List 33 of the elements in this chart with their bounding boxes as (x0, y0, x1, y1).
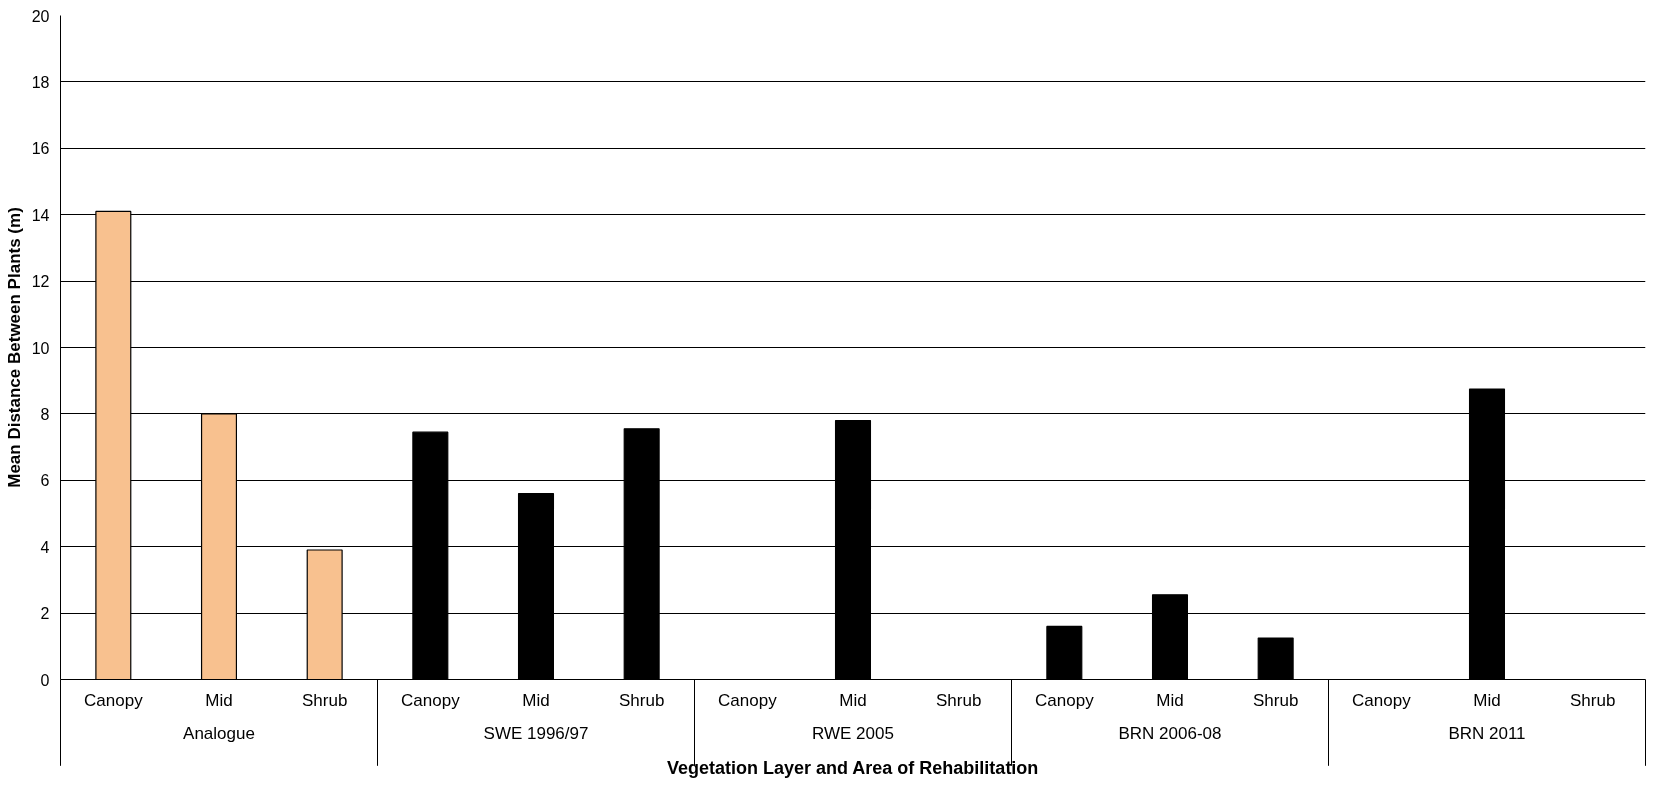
x-tick-label: Shrub (1569, 690, 1616, 710)
x-tick-label: Shrub (301, 690, 348, 710)
x-tick-label: Mid (1156, 690, 1184, 710)
y-tick-label: 20 (31, 7, 50, 25)
y-tick-label: 14 (31, 206, 50, 224)
y-tick-label: 0 (40, 671, 50, 689)
x-tick-label: Canopy (84, 690, 144, 710)
x-tick-label: Canopy (718, 690, 778, 710)
text: BRN 2006-08 (1118, 723, 1222, 743)
y-tick-label: 8 (40, 405, 50, 423)
y-tick-label: 2 (40, 605, 50, 623)
text: SWE 1996/97 (483, 723, 589, 743)
x-tick-label: Mid (1473, 690, 1501, 710)
y-tick-label: 4 (40, 538, 50, 556)
x-axis-title: Vegetation Layer and Area of Rehabilitation (666, 757, 1039, 778)
y-tick-label: 12 (31, 273, 50, 291)
y-axis-title: Mean Distance Between Plants (m) (4, 207, 24, 488)
x-tick-label: Mid (205, 690, 233, 710)
x-tick-label: Canopy (1352, 690, 1412, 710)
x-tick-label: Shrub (618, 690, 665, 710)
y-tick-label: 18 (31, 73, 50, 91)
x-tick-label: Mid (839, 690, 867, 710)
y-tick-label: 16 (31, 140, 50, 158)
x-tick-label: Shrub (935, 690, 982, 710)
x-tick-label: Mid (522, 690, 550, 710)
text: Analogue (183, 723, 255, 743)
y-tick-label: 6 (40, 472, 50, 490)
x-tick-label: Canopy (401, 690, 461, 710)
text: RWE 2005 (812, 723, 894, 743)
x-tick-label: Canopy (1035, 690, 1095, 710)
y-tick-label: 10 (31, 339, 50, 357)
x-tick-label: Shrub (1252, 690, 1299, 710)
text: BRN 2011 (1448, 723, 1526, 743)
